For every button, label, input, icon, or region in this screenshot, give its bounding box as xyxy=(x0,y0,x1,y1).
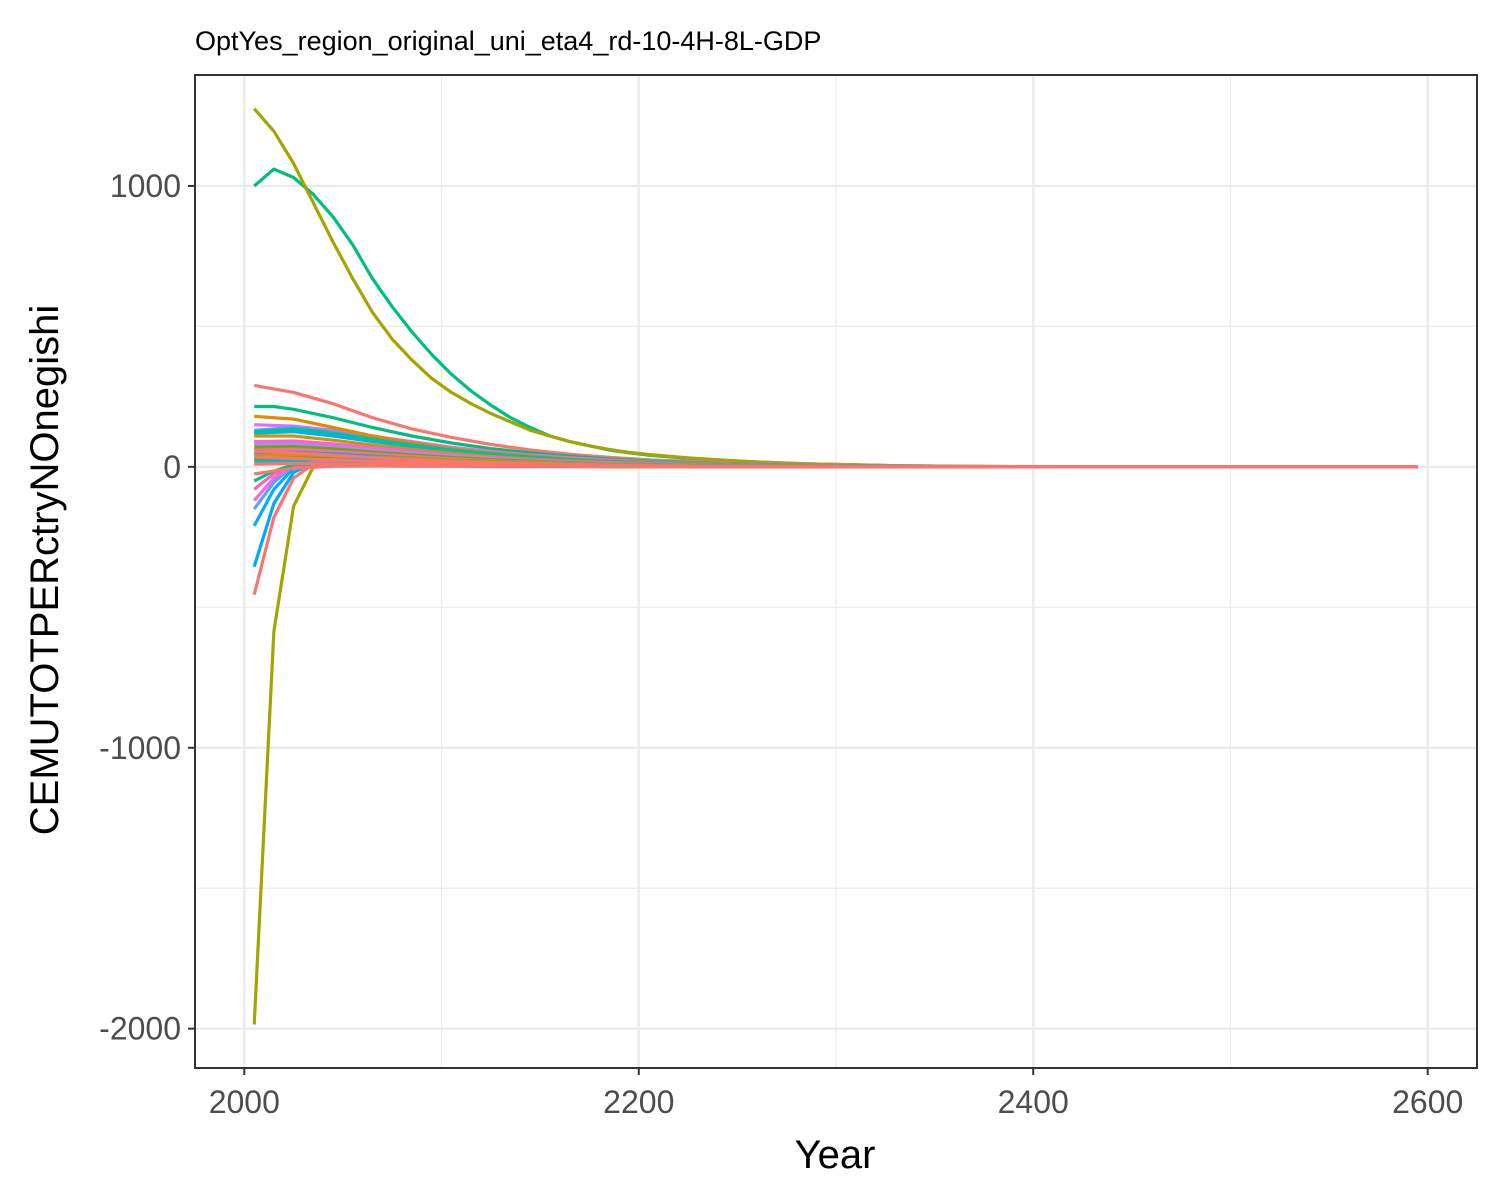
x-tick-label: 2400 xyxy=(998,1084,1069,1120)
panel-border xyxy=(194,74,1478,1069)
chart-title: OptYes_region_original_uni_eta4_rd-10-4H… xyxy=(195,26,821,56)
axis-layer: 2000 2200 2400 2600 -2000 -1000 0 1000 xyxy=(99,168,1463,1120)
x-tick-label: 2600 xyxy=(1392,1084,1463,1120)
y-axis-title: CEMUTOTPERctryNOnegishi xyxy=(23,305,67,835)
x-tick-label: 2000 xyxy=(209,1084,280,1120)
x-tick-label: 2200 xyxy=(603,1084,674,1120)
series-layer xyxy=(252,107,1418,1025)
y-tick-label: -1000 xyxy=(99,730,181,766)
y-tick-label: 0 xyxy=(163,449,181,485)
y-tick-label: -2000 xyxy=(99,1011,181,1047)
x-axis-title: Year xyxy=(795,1133,876,1177)
y-tick-label: 1000 xyxy=(110,168,181,204)
series-line-30 xyxy=(254,449,1418,469)
